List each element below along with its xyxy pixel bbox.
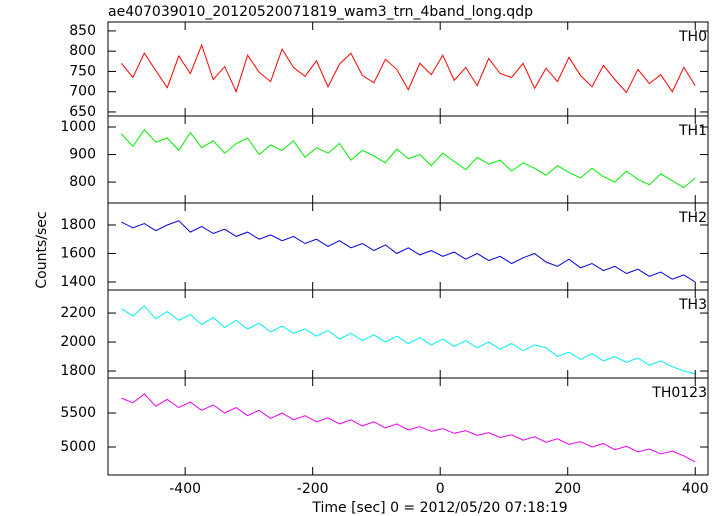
panel-label: TH0123 <box>651 385 707 401</box>
y-tick-label: 800 <box>69 174 96 190</box>
y-tick-label: 1800 <box>60 363 96 379</box>
panel-frame <box>107 377 709 476</box>
y-tick-label: 650 <box>69 104 96 120</box>
y-tick-label: 5000 <box>60 439 96 455</box>
x-tick-label: 0 <box>436 481 445 497</box>
panel-frame <box>107 21 709 117</box>
chart-title: ae407039010_20120520071819_wam3_trn_4ban… <box>108 4 533 20</box>
data-line <box>121 43 696 94</box>
panel-label: TH1 <box>678 123 707 139</box>
panel-frame <box>107 289 709 379</box>
panel-frame <box>107 115 709 204</box>
panel-label: TH2 <box>678 210 707 226</box>
y-tick-label: 1800 <box>60 217 96 233</box>
y-tick-label: 1600 <box>60 245 96 261</box>
y-tick-label: 700 <box>69 84 96 100</box>
panel-label: TH3 <box>678 297 707 313</box>
y-tick-label: 5500 <box>60 405 96 421</box>
y-tick-label: 2000 <box>60 334 96 350</box>
x-axis-label: Time [sec] 0 = 2012/05/20 07:18:19 <box>311 500 567 516</box>
x-tick-label: 400 <box>682 481 709 497</box>
y-tick-label: 1400 <box>60 274 96 290</box>
data-line <box>121 305 696 375</box>
x-tick-label: -400 <box>169 481 201 497</box>
y-tick-label: 1000 <box>60 119 96 135</box>
y-tick-label: 850 <box>69 23 96 39</box>
y-tick-label: 800 <box>69 43 96 59</box>
panel-frame <box>107 202 709 291</box>
data-line <box>121 393 696 463</box>
y-tick-label: 900 <box>69 147 96 163</box>
x-tick-label: -200 <box>297 481 329 497</box>
data-line <box>121 220 696 283</box>
panel-label: TH0 <box>678 29 707 45</box>
y-axis-label: Counts/sec <box>34 211 50 288</box>
y-tick-label: 2200 <box>60 305 96 321</box>
y-tick-label: 750 <box>69 63 96 79</box>
data-line <box>121 129 696 189</box>
x-tick-label: 200 <box>554 481 581 497</box>
